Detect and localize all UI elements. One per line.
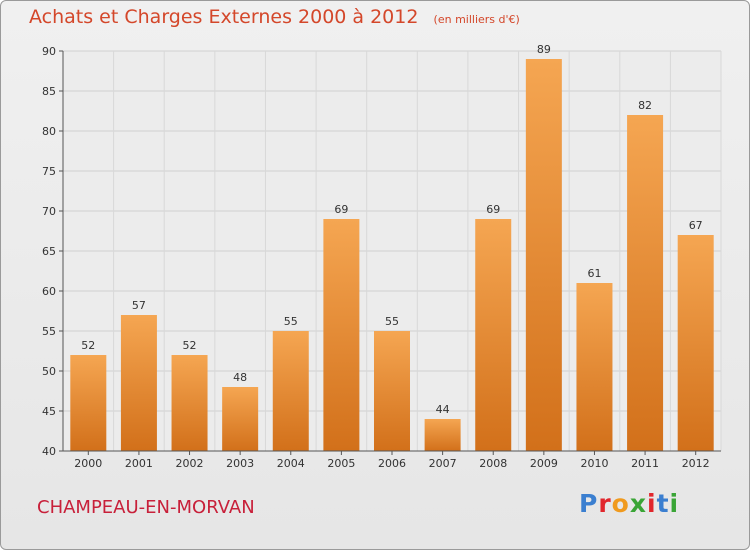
- y-tick-label: 65: [42, 245, 56, 258]
- y-tick-label: 70: [42, 205, 56, 218]
- bar: [120, 315, 157, 451]
- bar: [374, 331, 410, 451]
- x-tick-label: 2001: [125, 457, 153, 470]
- x-tick-label: 2009: [530, 457, 558, 470]
- x-tick-label: 2008: [479, 457, 507, 470]
- x-tick-label: 2000: [74, 457, 102, 470]
- value-label: 52: [183, 339, 197, 352]
- value-label: 89: [537, 43, 551, 56]
- x-tick-label: 2002: [176, 457, 204, 470]
- bar: [525, 59, 562, 451]
- chart-title: Achats et Charges Externes 2000 à 2012: [29, 6, 419, 28]
- y-tick-label: 90: [42, 45, 56, 58]
- bar: [272, 331, 309, 451]
- value-label: 55: [385, 315, 399, 328]
- bar: [70, 355, 107, 451]
- value-label: 52: [81, 339, 95, 352]
- y-tick-label: 55: [42, 325, 56, 338]
- bar: [677, 235, 714, 451]
- x-tick-label: 2003: [226, 457, 254, 470]
- logo-letter: i: [647, 489, 657, 518]
- value-label: 57: [132, 299, 146, 312]
- logo-letter: x: [629, 489, 647, 518]
- chart-subtitle: (en milliers d'€): [433, 13, 520, 26]
- logo-letter: i: [669, 489, 680, 518]
- y-tick-label: 50: [42, 365, 56, 378]
- x-tick-label: 2007: [429, 457, 457, 470]
- value-label: 55: [284, 315, 298, 328]
- x-tick-label: 2004: [277, 457, 305, 470]
- axes: [59, 50, 721, 455]
- x-tick-label: 2012: [682, 457, 710, 470]
- value-label: 48: [233, 371, 247, 384]
- value-label: 82: [638, 99, 652, 112]
- y-tick-label: 60: [42, 285, 56, 298]
- value-label: 44: [436, 403, 450, 416]
- proxiti-logo: Proxiti: [579, 489, 679, 518]
- y-tick-label: 45: [42, 405, 56, 418]
- value-label: 67: [689, 219, 703, 232]
- commune-name: CHAMPEAU-EN-MORVAN: [37, 497, 255, 518]
- y-tick-label: 85: [42, 85, 56, 98]
- bar: [222, 387, 259, 451]
- bar: [576, 283, 613, 451]
- bar: [627, 115, 664, 451]
- x-tick-label: 2010: [580, 457, 608, 470]
- value-label: 69: [486, 203, 500, 216]
- x-tick-label: 2005: [327, 457, 355, 470]
- bar: [171, 355, 208, 451]
- value-label: 61: [587, 267, 601, 280]
- y-tick-label: 75: [42, 165, 56, 178]
- value-label: 69: [334, 203, 348, 216]
- y-tick-label: 80: [42, 125, 56, 138]
- logo-letter: r: [598, 489, 612, 518]
- y-tick-label: 40: [42, 445, 56, 458]
- bar: [323, 219, 360, 451]
- x-tick-label: 2006: [378, 457, 406, 470]
- logo-letter: P: [579, 489, 599, 518]
- title-row: Achats et Charges Externes 2000 à 2012 (…: [29, 6, 520, 28]
- bar: [475, 219, 512, 451]
- x-tick-label: 2011: [631, 457, 659, 470]
- logo-letter: t: [656, 489, 670, 518]
- logo-letter: o: [611, 489, 630, 518]
- bar: [424, 419, 461, 451]
- bars: [70, 59, 714, 451]
- labels: 40 45 50 55 60 65 70 75 80 85 90 52 2000 57 2001 52 2002…: [42, 43, 710, 470]
